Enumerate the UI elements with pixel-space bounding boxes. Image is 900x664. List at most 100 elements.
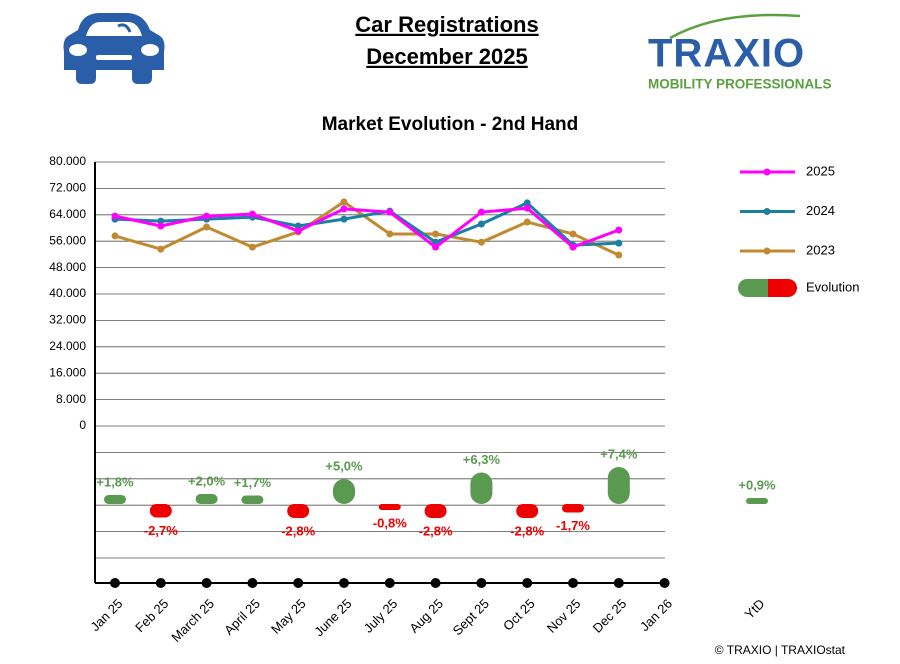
ytd-label: YtD <box>742 596 768 622</box>
x-tick-dot <box>339 578 349 588</box>
series-point <box>157 222 165 230</box>
y-tick-label: 0 <box>79 418 86 432</box>
legend-dot <box>763 208 771 215</box>
series-point <box>294 222 302 230</box>
series-point <box>203 212 211 220</box>
x-tick-label: Oct 25 <box>500 596 538 634</box>
y-tick-label: 56.000 <box>49 233 86 247</box>
evolution-label: +2,0% <box>188 473 226 488</box>
series-point <box>294 227 302 235</box>
y-tick-label: 72.000 <box>49 181 86 195</box>
evolution-label: -2,7% <box>144 523 178 538</box>
series-point <box>248 210 256 218</box>
series-point <box>111 232 119 240</box>
series-point <box>477 208 485 216</box>
logo-swoosh <box>669 13 801 40</box>
series-point <box>615 251 623 259</box>
series-line <box>114 200 620 257</box>
series-line <box>114 206 620 249</box>
evolution-label: +0,9% <box>738 477 776 492</box>
evolution-label: -0,8% <box>373 515 407 530</box>
y-tick-label: 48.000 <box>49 260 86 274</box>
series-point <box>203 223 211 231</box>
series-point <box>523 204 531 212</box>
legend-label: 2024 <box>806 203 835 218</box>
series-point <box>615 226 623 234</box>
evolution-bar <box>516 504 539 518</box>
x-tick-label: March 25 <box>168 596 217 645</box>
evolution-label: -2,8% <box>281 523 315 538</box>
logo-tagline: MOBILITY PROFESSIONALS <box>648 77 832 92</box>
x-tick-label: Dec 25 <box>590 596 630 636</box>
series-point <box>615 239 623 247</box>
x-tick-dot <box>110 578 120 588</box>
y-tick-label: 32.000 <box>49 313 86 327</box>
evolution-bar <box>746 498 768 504</box>
x-tick-dot <box>247 578 258 588</box>
x-tick-label: Jan 25 <box>87 596 125 634</box>
x-tick-label: Aug 25 <box>406 596 446 636</box>
evolution-bar <box>287 504 310 518</box>
evolution-label: +5,0% <box>325 458 363 473</box>
series-point <box>340 215 348 223</box>
series-point <box>477 238 485 246</box>
x-tick-dot <box>522 578 533 588</box>
legend-label: 2023 <box>806 242 835 257</box>
series-point <box>569 230 577 238</box>
evolution-label: +1,7% <box>234 475 272 490</box>
evolution-label: -2,8% <box>419 523 453 538</box>
evolution-label: +1,8% <box>96 474 134 489</box>
x-tick-dot <box>430 578 441 588</box>
x-tick-label: Sept 25 <box>450 596 492 638</box>
legend-evolution-neg <box>768 279 797 297</box>
series-point <box>523 199 531 207</box>
x-tick-label: Nov 25 <box>544 596 584 636</box>
legend-label: 2025 <box>806 163 835 178</box>
series-point <box>157 217 165 225</box>
logo-name: TRAXIO <box>648 32 805 76</box>
y-tick-label: 64.000 <box>49 207 86 221</box>
evolution-bar <box>333 479 355 504</box>
y-tick-label: 24.000 <box>49 339 86 353</box>
evolution-bar <box>562 504 584 513</box>
evolution-bar <box>470 472 493 504</box>
source: © TRAXIO | TRAXIOstat <box>715 643 846 657</box>
x-tick-label: April 25 <box>221 596 263 638</box>
evolution-label: -2,8% <box>510 523 544 538</box>
series-point <box>523 218 531 226</box>
chart-title: Market Evolution - 2nd Hand <box>322 114 579 135</box>
evolution-bar <box>424 504 447 518</box>
car-icon <box>63 13 165 84</box>
evolution-label: +6,3% <box>463 452 501 467</box>
evolution-bar <box>241 495 264 504</box>
series-point <box>248 243 256 251</box>
series-point <box>111 212 119 220</box>
series-point <box>432 243 440 251</box>
series-point <box>432 230 440 238</box>
evolution-label: +7,4% <box>600 446 638 461</box>
evolution-bar <box>378 504 401 510</box>
x-tick-label: Jan 26 <box>637 596 675 634</box>
x-tick-label: June 25 <box>311 596 354 639</box>
series-point <box>386 208 394 216</box>
x-tick-dot <box>568 578 578 588</box>
y-tick-label: 80.000 <box>49 154 86 168</box>
legend-dot <box>763 247 771 255</box>
x-tick-dot <box>613 578 624 588</box>
y-tick-label: 40.000 <box>49 286 86 300</box>
x-tick-dot <box>155 578 166 588</box>
x-tick-dot <box>201 578 212 588</box>
series-point <box>569 243 577 251</box>
x-tick-dot <box>384 578 395 588</box>
x-tick-dot <box>293 578 304 588</box>
x-tick-dot <box>659 578 670 588</box>
series-point <box>386 230 394 238</box>
evolution-bar <box>195 494 218 504</box>
series-point <box>340 198 348 206</box>
legend-label: Evolution <box>806 279 859 294</box>
evolution-bar <box>104 495 126 504</box>
x-tick-label: July 25 <box>361 596 401 636</box>
subtitle: December 2025 <box>366 44 527 69</box>
evolution-label: -1,7% <box>556 518 590 533</box>
